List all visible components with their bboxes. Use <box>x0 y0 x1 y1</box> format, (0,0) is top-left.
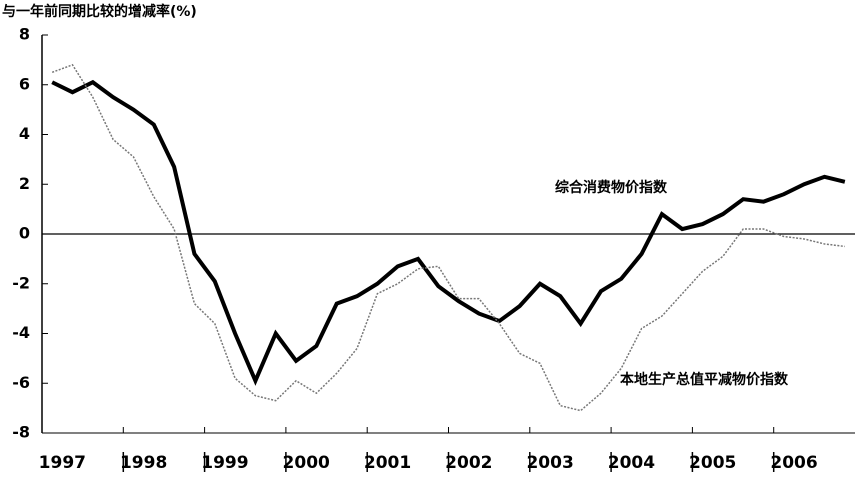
x-tick-label: 2005 <box>689 453 736 473</box>
y-tick-label: -6 <box>12 373 30 392</box>
y-tick-label: -8 <box>12 423 30 442</box>
x-tick-label: 2001 <box>364 453 411 473</box>
y-tick-label: -4 <box>12 323 30 342</box>
y-tick-label: -2 <box>12 273 30 292</box>
y-tick-label: 6 <box>19 74 30 93</box>
x-tick-label: 1999 <box>201 453 248 473</box>
x-tick-label: 2002 <box>445 453 492 473</box>
series-annotation: 综合消费物价指数 <box>555 179 668 196</box>
x-tick-label: 2003 <box>526 453 573 473</box>
y-tick-label: 2 <box>19 174 30 193</box>
y-tick-label: 4 <box>19 124 30 143</box>
y-tick-label: 8 <box>19 25 30 44</box>
x-tick-label: 2000 <box>283 453 330 473</box>
chart-title: 与一年前同期比较的增减率(%) <box>2 3 197 20</box>
x-tick-label: 1997 <box>39 453 86 473</box>
x-tick-label: 1998 <box>120 453 167 473</box>
series-line <box>51 63 845 412</box>
x-tick-label: 2004 <box>608 453 655 473</box>
series-annotation: 本地生产总值平减物价指数 <box>620 371 789 388</box>
y-tick-label: 0 <box>19 224 30 243</box>
series-line <box>51 79 846 386</box>
x-tick-label: 2006 <box>770 453 817 473</box>
